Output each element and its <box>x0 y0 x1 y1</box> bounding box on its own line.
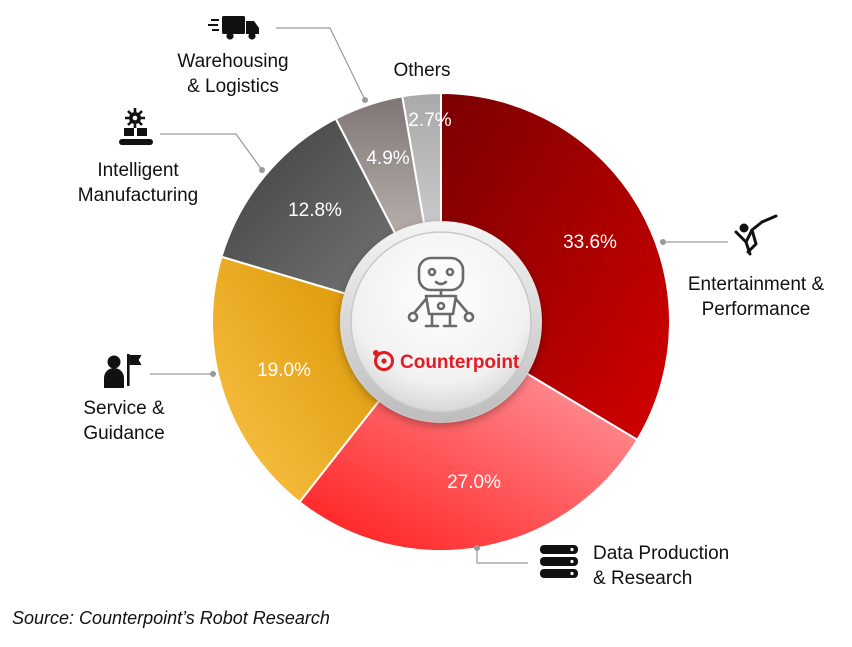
leader-line-4 <box>160 133 263 171</box>
leader-line-5 <box>276 27 366 101</box>
data-label-6: 2.7% <box>408 110 451 131</box>
center-badge: Counterpoint <box>341 222 541 422</box>
factory-gear-icon <box>119 108 153 145</box>
category-label-5: Warehousing & Logistics <box>177 51 288 97</box>
category-labels: 33.6% Entertainment & Performance 27.0% Data… <box>78 51 825 589</box>
database-icon <box>540 545 578 578</box>
category-label-1: Entertainment & Performance <box>688 274 825 320</box>
truck-icon <box>208 16 259 40</box>
data-label-2: 27.0% <box>447 472 501 493</box>
leader-line-2 <box>476 548 528 564</box>
performer-icon <box>734 214 778 256</box>
data-label-3: 19.0% <box>257 360 311 381</box>
data-label-5: 4.9% <box>366 148 409 169</box>
leader-dot-1 <box>660 239 666 245</box>
category-label-4: Intelligent Manufacturing <box>78 160 198 206</box>
guide-flag-icon <box>104 354 142 388</box>
leader-dot-2 <box>474 545 480 551</box>
leader-dot-4 <box>259 167 265 173</box>
category-label-6: Others <box>393 60 450 81</box>
brand-name: Counterpoint <box>400 352 520 373</box>
category-label-2: Data Production & Research <box>593 543 729 589</box>
robot-icon <box>407 256 475 328</box>
counterpoint-logo-icon <box>373 350 394 371</box>
slices <box>211 91 672 552</box>
category-label-3: Service & Guidance <box>83 398 165 444</box>
leader-lines <box>150 27 728 564</box>
data-label-4: 12.8% <box>288 200 342 221</box>
data-label-1: 33.6% <box>563 232 617 253</box>
leader-dot-5 <box>362 97 368 103</box>
leader-dot-3 <box>210 371 216 377</box>
source-note: Source: Counterpoint’s Robot Research <box>12 608 330 628</box>
